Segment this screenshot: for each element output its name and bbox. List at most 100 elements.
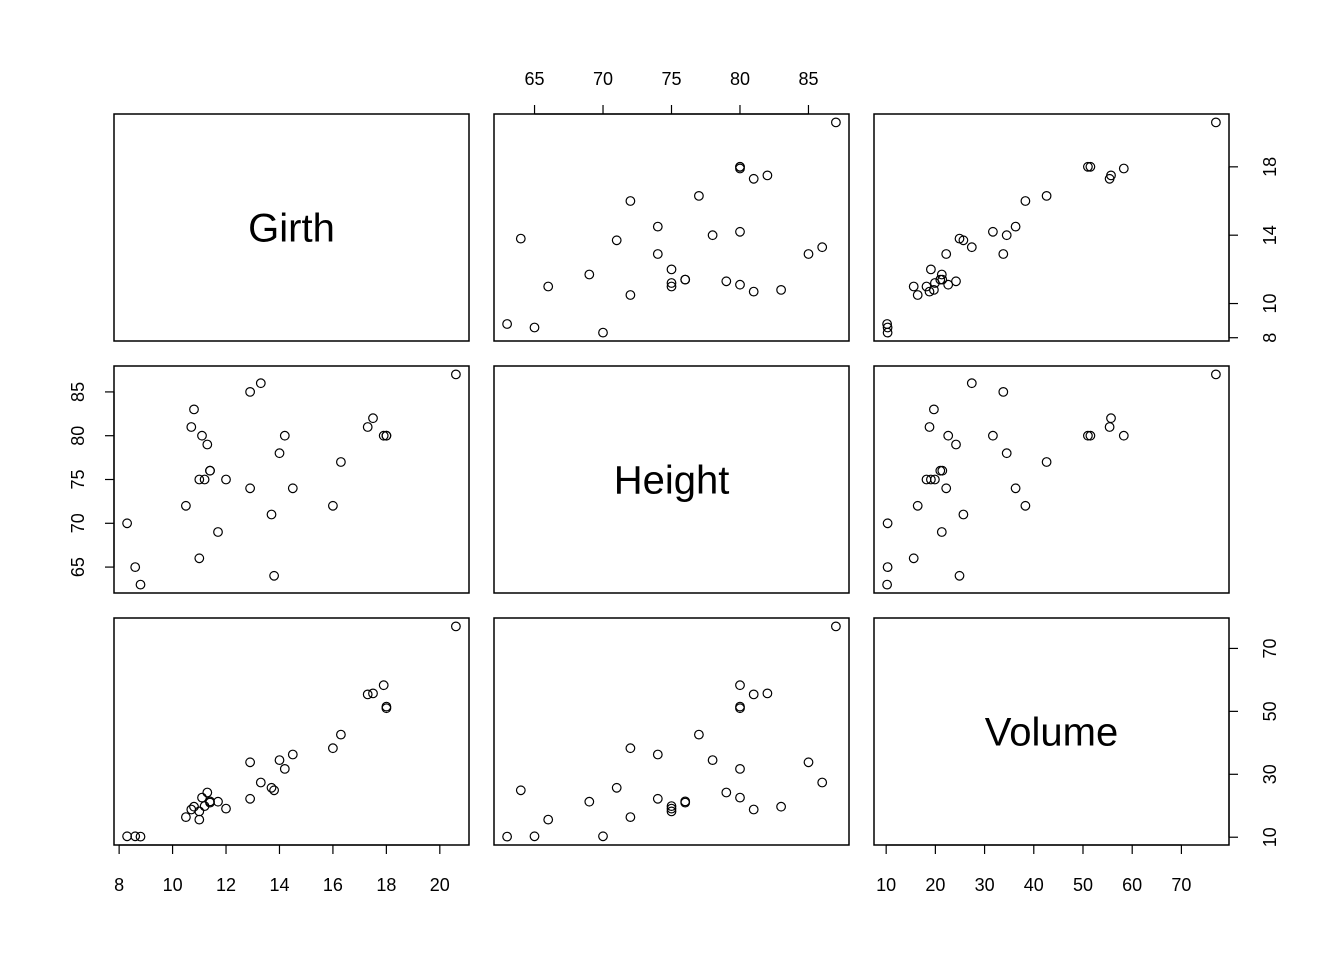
data-point	[652, 221, 663, 232]
data-point	[707, 230, 718, 241]
data-point	[122, 831, 132, 842]
data-point	[197, 792, 207, 803]
data-point	[882, 322, 893, 333]
tick-label: 30	[1260, 764, 1280, 784]
panel-girth-height	[493, 113, 850, 342]
data-point	[502, 831, 513, 842]
data-point	[328, 500, 338, 511]
data-point	[1085, 161, 1096, 172]
tick-label: 65	[525, 69, 545, 89]
data-point	[245, 793, 256, 804]
data-point	[180, 500, 191, 511]
data-point	[245, 757, 256, 768]
data-point	[221, 803, 231, 814]
data-point	[694, 729, 704, 740]
data-point	[194, 806, 205, 817]
data-point	[762, 170, 773, 181]
data-point	[958, 509, 969, 520]
panel-volume-girth	[113, 617, 470, 846]
data-point	[451, 621, 461, 632]
data-point	[202, 439, 213, 450]
data-point	[941, 483, 952, 494]
data-point	[998, 249, 1009, 259]
tick-label: 80	[68, 426, 88, 446]
data-point	[245, 387, 256, 397]
diagonal-label-height: Height	[614, 459, 730, 503]
tick-label: 18	[1260, 157, 1280, 177]
data-point	[213, 527, 223, 537]
data-point	[817, 242, 828, 253]
data-point	[1041, 190, 1052, 201]
data-point	[652, 749, 663, 760]
data-point	[680, 796, 691, 807]
data-point	[1210, 117, 1221, 128]
data-point	[245, 483, 256, 494]
data-point	[1210, 369, 1221, 380]
data-point	[966, 378, 977, 389]
data-point	[1010, 483, 1021, 494]
data-point	[735, 703, 745, 714]
data-point	[936, 269, 947, 280]
data-point	[543, 814, 554, 825]
data-point	[882, 562, 893, 572]
data-point	[502, 319, 513, 329]
tick-label: 75	[661, 69, 681, 89]
data-point	[666, 806, 677, 817]
tick-label: 85	[798, 69, 818, 89]
tick-label: 8	[114, 875, 124, 895]
data-point	[378, 430, 389, 441]
data-point	[197, 430, 207, 441]
data-point	[255, 378, 266, 389]
data-point	[776, 801, 786, 812]
data-point	[221, 474, 231, 485]
data-point	[135, 579, 146, 590]
data-point	[368, 688, 378, 699]
data-point	[803, 757, 814, 768]
tick-label: 70	[593, 69, 613, 89]
data-point	[924, 286, 935, 297]
data-point	[694, 190, 704, 201]
data-point	[1118, 163, 1129, 174]
data-point	[926, 474, 936, 485]
data-point	[936, 527, 947, 537]
data-point	[515, 785, 526, 796]
tick-label: 70	[1260, 638, 1280, 658]
data-point	[951, 439, 961, 450]
data-point	[199, 474, 210, 485]
data-point	[122, 518, 132, 529]
data-point	[882, 579, 892, 590]
tick-label: 75	[68, 469, 88, 489]
data-point	[274, 755, 285, 765]
data-point	[194, 474, 205, 485]
data-point	[130, 831, 141, 842]
data-point	[611, 782, 622, 793]
data-point	[921, 281, 932, 292]
data-point	[941, 249, 952, 259]
tick-label: 16	[323, 875, 343, 895]
data-point	[926, 264, 936, 275]
tick-label: 12	[216, 875, 236, 895]
data-point	[776, 285, 786, 295]
data-point	[930, 474, 940, 485]
data-point	[625, 812, 636, 822]
tick-label: 50	[1073, 875, 1093, 895]
data-point	[666, 264, 677, 275]
data-point	[625, 196, 636, 206]
data-point	[287, 749, 298, 760]
data-point	[735, 792, 745, 803]
panel-height-volume	[873, 365, 1230, 594]
panel-girth-girth	[113, 113, 470, 342]
data-point	[908, 553, 919, 564]
data-point	[336, 729, 346, 740]
data-point	[529, 831, 540, 842]
data-point	[336, 457, 346, 467]
data-point	[652, 793, 663, 804]
data-point	[1020, 196, 1031, 206]
data-point	[130, 562, 141, 572]
data-point	[882, 319, 892, 329]
data-point	[1020, 500, 1031, 511]
data-point	[611, 235, 622, 246]
tick-label: 14	[1260, 225, 1280, 245]
data-point	[266, 509, 277, 520]
